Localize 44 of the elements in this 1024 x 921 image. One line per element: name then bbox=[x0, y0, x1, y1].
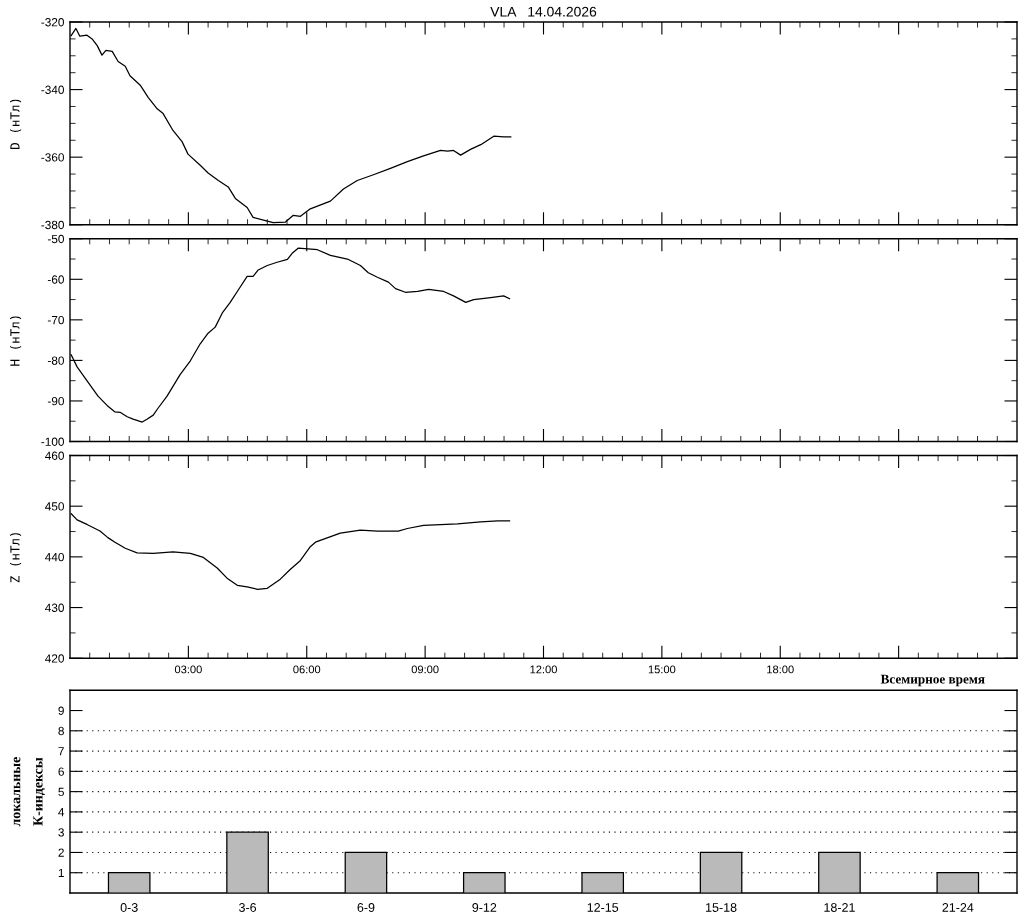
y-tick-label: -80 bbox=[47, 356, 64, 365]
x-tick-label: 03:00 bbox=[174, 665, 202, 674]
y-tick-label: -90 bbox=[47, 396, 64, 406]
x-tick-label: 15-18 bbox=[706, 903, 737, 912]
x-tick-label: 3-6 bbox=[239, 903, 257, 912]
y-tick-label: 8 bbox=[58, 726, 64, 736]
y-tick-label: 440 bbox=[45, 552, 64, 562]
x-axis-title: Всемирное время bbox=[880, 674, 985, 687]
y-tick-label: 1 bbox=[58, 868, 64, 877]
y-tick-label: -340 bbox=[41, 85, 64, 94]
x-tick-label: 09:00 bbox=[411, 665, 439, 674]
x-tick-label: 6-9 bbox=[357, 903, 375, 912]
y-axis-title: D (нТл) bbox=[10, 99, 22, 149]
y-tick-label: 3 bbox=[58, 828, 64, 837]
chart-title: VLA 14.04.2026 bbox=[490, 6, 597, 17]
y-tick-label: 7 bbox=[58, 747, 64, 756]
y-tick-label: 430 bbox=[45, 603, 64, 612]
x-tick-label: 12-15 bbox=[587, 903, 619, 912]
x-tick-label: 15:00 bbox=[648, 665, 676, 674]
y-tick-label: -100 bbox=[41, 437, 64, 446]
x-tick-label: 06:00 bbox=[293, 665, 321, 674]
y-tick-label: 4 bbox=[58, 808, 65, 817]
y-tick-label: -60 bbox=[47, 275, 64, 284]
y-tick-label: 460 bbox=[45, 451, 64, 460]
y-tick-label: 9 bbox=[58, 706, 64, 715]
y-tick-label: -360 bbox=[41, 153, 64, 162]
x-tick-label: 0-3 bbox=[120, 903, 138, 912]
y-axis-title: Z (нТл) bbox=[10, 533, 22, 583]
y-tick-label: 420 bbox=[45, 654, 64, 663]
y-tick-label: -380 bbox=[41, 220, 64, 230]
x-tick-label: 9-12 bbox=[472, 903, 497, 912]
y-tick-label: 6 bbox=[58, 767, 64, 776]
y-axis-title: локальные К-индексы bbox=[13, 757, 45, 827]
x-tick-label: 18-21 bbox=[824, 903, 855, 912]
y-tick-label: -70 bbox=[47, 315, 64, 325]
x-tick-label: 12:00 bbox=[530, 665, 557, 674]
x-tick-label: 21-24 bbox=[942, 903, 974, 912]
x-tick-label: 18:00 bbox=[767, 665, 794, 674]
y-tick-label: -50 bbox=[47, 234, 64, 244]
y-tick-label: 5 bbox=[58, 787, 64, 797]
y-axis-title: H (нТл) bbox=[10, 316, 22, 366]
y-tick-label: 2 bbox=[58, 848, 64, 857]
y-tick-label: -320 bbox=[41, 18, 64, 27]
y-tick-label: 450 bbox=[45, 502, 64, 511]
